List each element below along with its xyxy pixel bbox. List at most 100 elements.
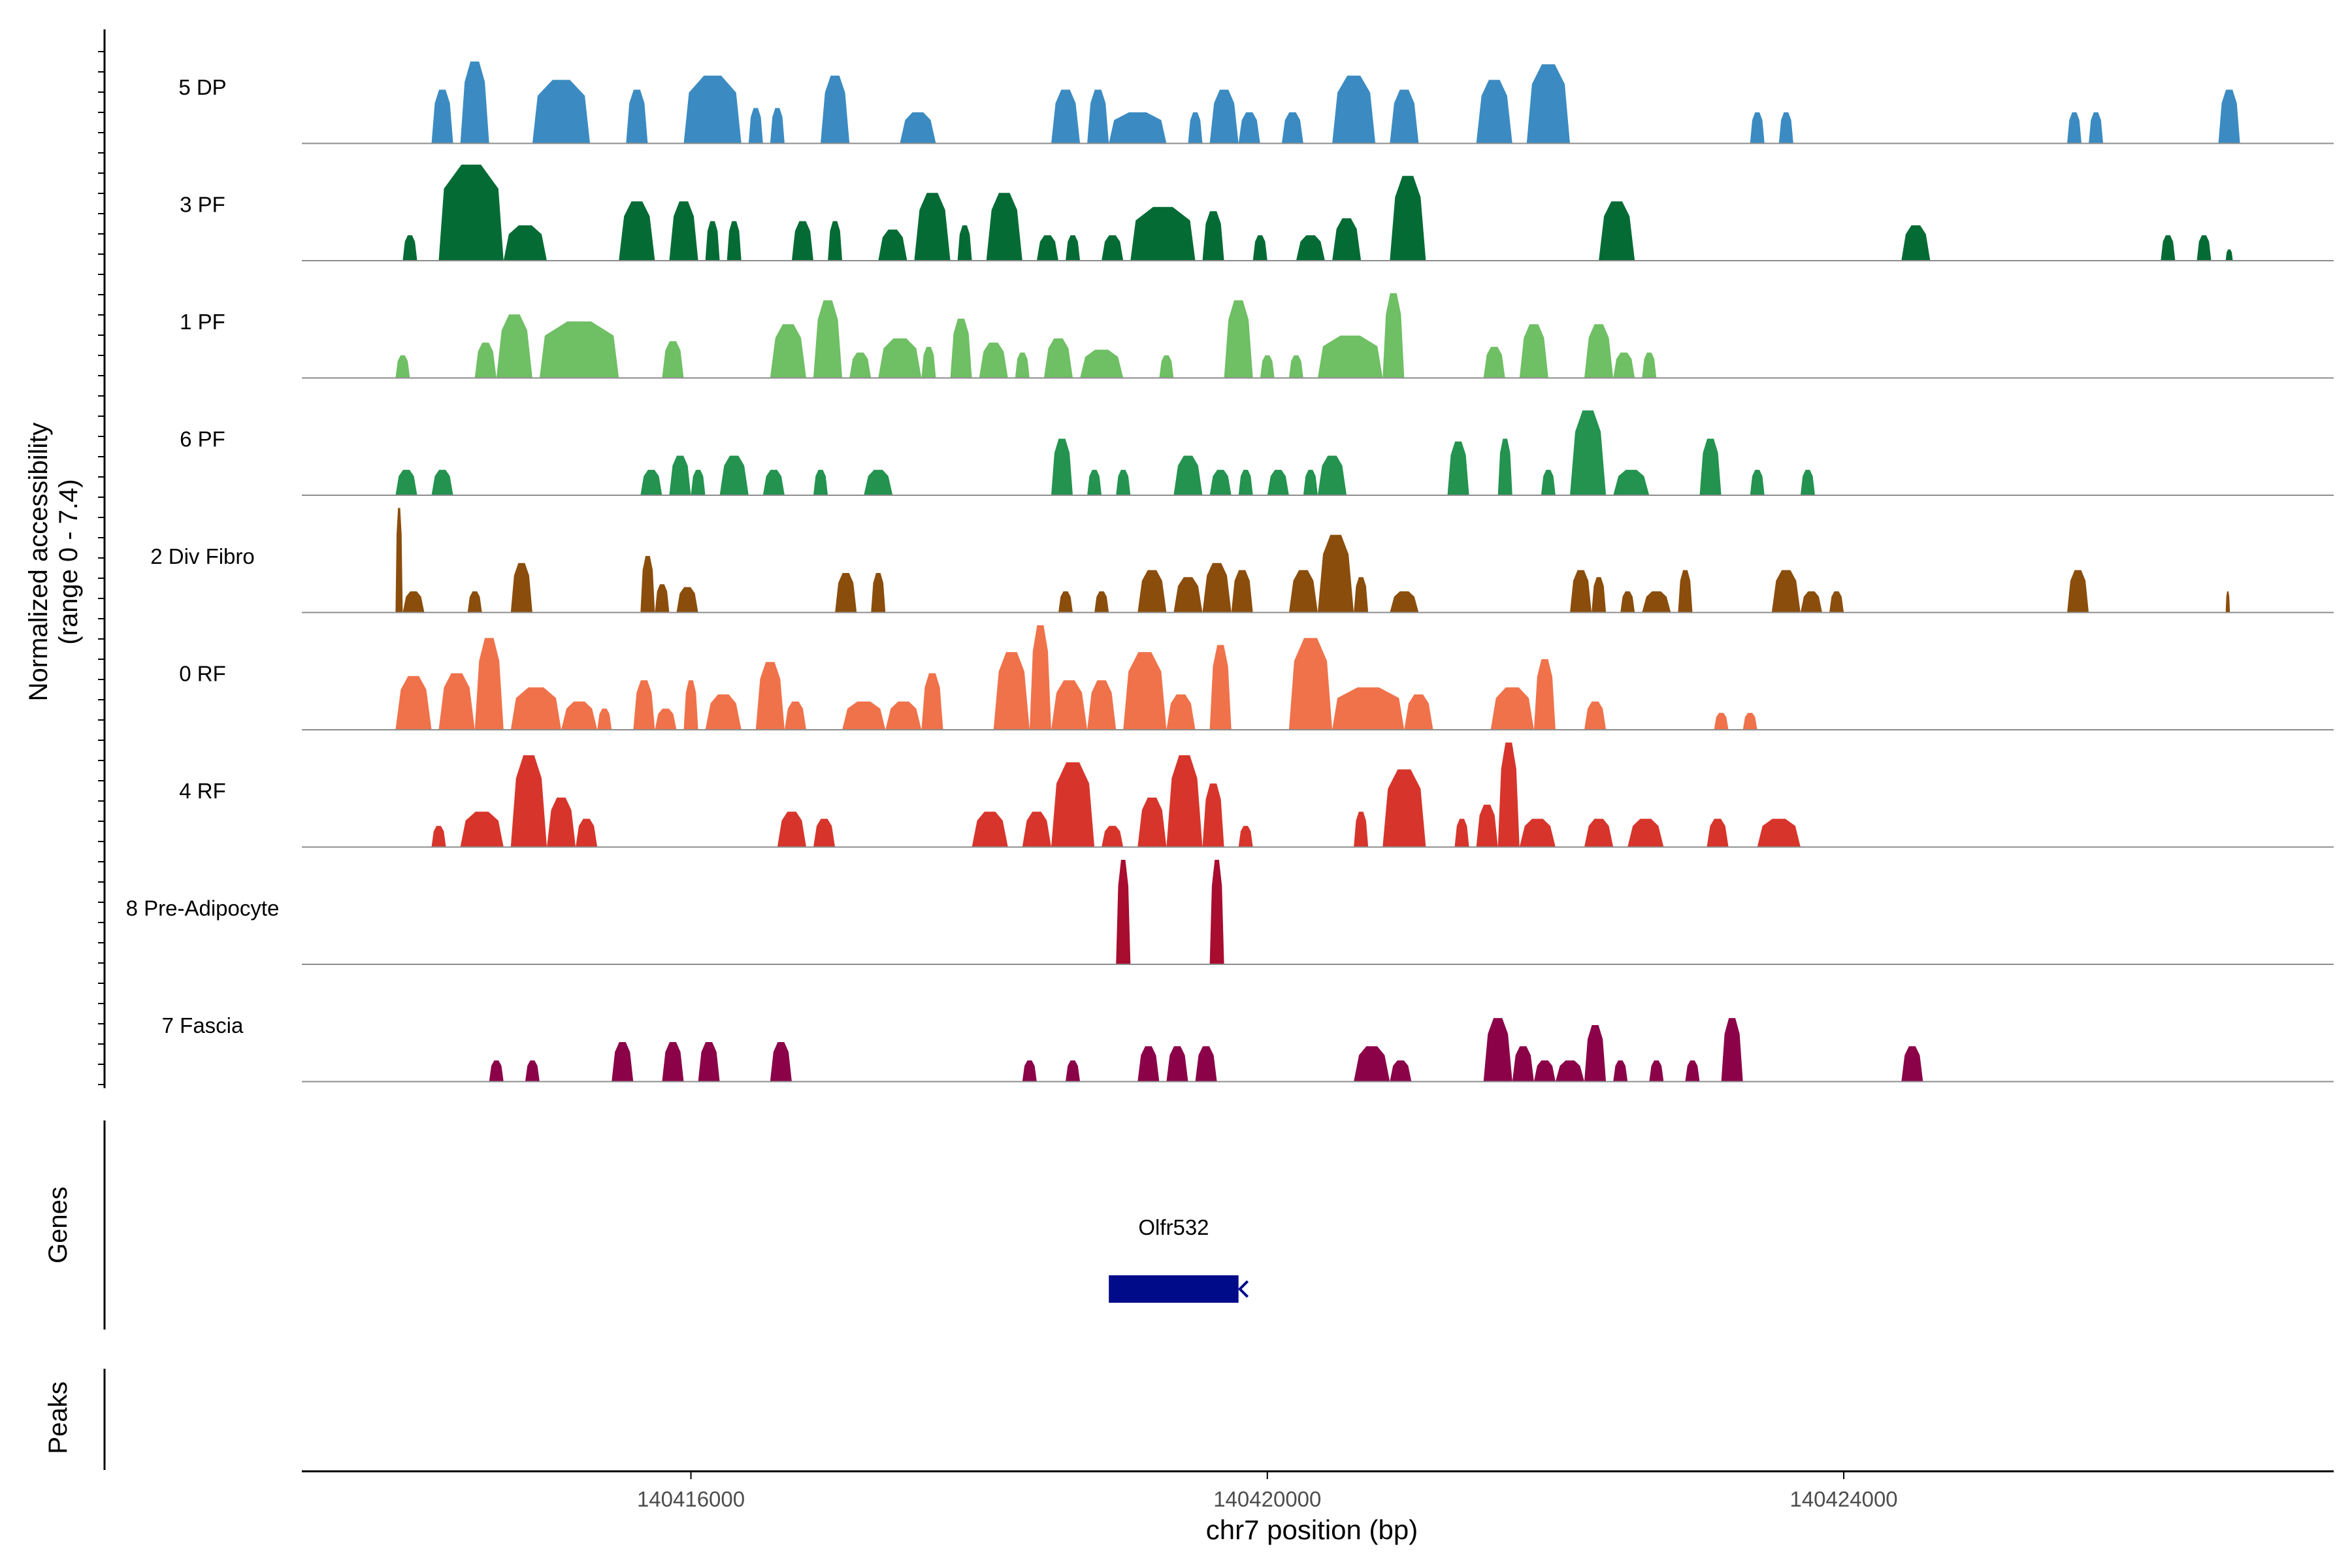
coverage-peak	[1750, 112, 1765, 144]
coverage-peak	[1642, 591, 1671, 613]
coverage-peak	[1209, 645, 1232, 730]
coverage-peak	[1771, 570, 1801, 613]
coverage-peak	[1533, 1060, 1556, 1082]
coverage-peak	[1303, 470, 1318, 495]
track-4-rf: 4 RF	[179, 742, 2334, 848]
coverage-peak	[1137, 1046, 1160, 1082]
coverage-peak	[1454, 819, 1469, 847]
y-axis-label: Normalized accessibility	[24, 423, 53, 702]
coverage-peak	[1354, 577, 1369, 613]
coverage-peak	[1195, 1046, 1217, 1082]
track-label: 2 Div Fibro	[150, 544, 255, 568]
coverage-peak	[784, 701, 806, 730]
coverage-peak	[1202, 211, 1224, 261]
coverage-peak	[633, 680, 655, 730]
track-5-dp: 5 DP	[178, 61, 2334, 144]
coverage-peak	[1166, 1046, 1188, 1082]
coverage-peak	[1123, 652, 1167, 730]
coverage-peak	[1102, 826, 1124, 847]
coverage-peak	[1800, 591, 1822, 613]
coverage-peak	[655, 584, 670, 613]
coverage-peak	[1166, 755, 1203, 847]
coverage-peak	[1584, 819, 1614, 847]
coverage-peak	[813, 470, 828, 495]
coverage-peak	[1288, 638, 1333, 730]
coverage-peak	[1570, 570, 1592, 613]
coverage-peak	[2089, 112, 2104, 144]
coverage-peak	[1497, 438, 1512, 495]
coverage-peak	[698, 1042, 720, 1082]
coverage-peak	[626, 90, 648, 144]
coverage-peak	[705, 221, 720, 261]
coverage-peak	[871, 573, 886, 613]
track-label: 6 PF	[180, 427, 225, 451]
coverage-peak	[1238, 112, 1260, 144]
coverage-peak	[640, 470, 662, 495]
coverage-peak	[1066, 235, 1081, 261]
coverage-peak	[510, 563, 532, 613]
coverage-peak	[1613, 352, 1635, 378]
coverage-peak	[431, 470, 453, 495]
coverage-peak	[460, 811, 504, 847]
coverage-peak	[791, 221, 813, 261]
coverage-peak	[1116, 470, 1131, 495]
coverage-peak	[878, 229, 907, 261]
coverage-peak	[1620, 591, 1635, 613]
coverage-peak	[1592, 577, 1607, 613]
coverage-peak	[1318, 335, 1383, 378]
coverage-peak	[828, 221, 843, 261]
coverage-peak	[1476, 80, 1512, 144]
coverage-peak	[1318, 534, 1354, 613]
coverage-peak	[467, 591, 482, 613]
coverage-peak	[669, 201, 698, 261]
coverage-peak	[460, 61, 489, 144]
coverage-peak	[1051, 762, 1095, 847]
coverage-peak	[1742, 713, 1757, 730]
coverage-peak	[770, 1042, 792, 1082]
coverage-peak	[1051, 680, 1088, 730]
coverage-peak	[1613, 470, 1650, 495]
coverage-peak	[576, 819, 598, 847]
x-axis: 140416000 140420000 140424000	[302, 1470, 2334, 1511]
coverage-peak	[748, 108, 763, 144]
coverage-peak	[1173, 577, 1203, 613]
track-0-rf: 0 RF	[179, 625, 2334, 730]
coverage-peak	[1231, 570, 1253, 613]
coverage-peak	[1519, 819, 1556, 847]
coverage-peak	[1166, 694, 1196, 730]
coverage-peak	[1354, 811, 1369, 847]
coverage-peak	[1116, 860, 1131, 964]
coverage-peak	[691, 470, 706, 495]
coverage-peak	[1224, 300, 1253, 378]
coverage-peak	[842, 701, 886, 730]
track-6-pf: 6 PF	[180, 410, 2334, 496]
coverage-peak	[539, 321, 619, 378]
coverage-peak	[1029, 625, 1051, 730]
x-axis-label: chr7 position (bp)	[1206, 1514, 1418, 1545]
coverage-peak	[532, 80, 591, 144]
coverage-peak	[1173, 455, 1203, 495]
coverage-peak	[474, 638, 504, 730]
coverage-peak	[496, 314, 532, 378]
coverage-peak	[2067, 112, 2082, 144]
coverage-peak	[1296, 235, 1325, 261]
coverage-peak	[1332, 75, 1376, 144]
coverage-peak	[1390, 591, 1419, 613]
coverage-peak	[1390, 1060, 1412, 1082]
coverage-peak	[525, 1060, 540, 1082]
coverage-peak	[1137, 570, 1167, 613]
coverage-peak	[1649, 1060, 1664, 1082]
coverage-peak	[1202, 783, 1224, 847]
coverage-peak	[1209, 470, 1232, 495]
coverage-peak	[1260, 355, 1275, 378]
coverage-peak	[914, 193, 951, 261]
coverage-peak	[1570, 410, 1607, 495]
coverage-peak	[1404, 694, 1433, 730]
track-7-fascia: 7 Fascia	[162, 1013, 2334, 1083]
coverage-peak	[1080, 350, 1124, 378]
coverage-peak	[986, 193, 1022, 261]
coverage-peak	[1778, 112, 1793, 144]
coverage-peak	[1281, 112, 1303, 144]
coverage-peak	[705, 694, 742, 730]
